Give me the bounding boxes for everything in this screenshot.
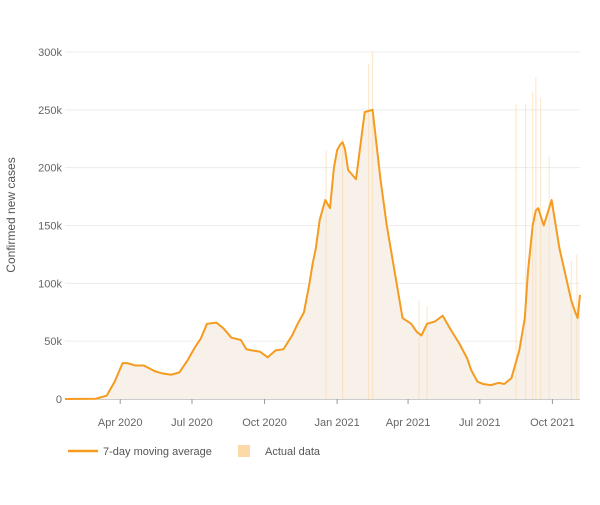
x-axis-ticks: Apr 2020 Jul 2020 Oct 2020 Jan 2021 Apr 2021… <box>98 399 575 429</box>
daily-cases-area <box>65 109 580 399</box>
actual-data-bars <box>325 52 578 400</box>
y-axis-ticks: 0 50k 100k 150k 200k 250k 300k <box>38 47 62 406</box>
actual-data-bar <box>426 306 428 399</box>
actual-data-bar <box>342 138 344 399</box>
x-tick-label: Oct 2021 <box>530 417 575 429</box>
y-tick-label: 200k <box>38 163 62 175</box>
area-fill-layer <box>65 109 580 399</box>
x-tick-label: Jul 2020 <box>171 417 213 429</box>
actual-data-bar <box>371 52 374 399</box>
moving-average-line-layer <box>64 108 581 400</box>
y-tick-label: 100k <box>38 278 62 290</box>
actual-data-bar <box>368 63 370 400</box>
x-tick-label: Oct 2020 <box>242 417 287 429</box>
actual-data-bar <box>576 254 578 399</box>
actual-data-bar <box>532 92 534 399</box>
x-tick-label: Apr 2020 <box>98 417 143 429</box>
y-tick-label: 0 <box>56 394 62 406</box>
actual-data-bar <box>539 98 542 400</box>
actual-data-bar <box>418 300 420 399</box>
x-tick-label: Jan 2021 <box>314 417 359 429</box>
actual-data-bar <box>515 104 517 400</box>
actual-data-bar <box>524 104 527 400</box>
legend-label-moving-average: 7-day moving average <box>103 446 212 458</box>
actual-data-bar <box>570 260 572 399</box>
x-tick-label: Jul 2021 <box>459 417 501 429</box>
legend: 7-day moving average Actual data <box>68 445 321 458</box>
y-tick-label: 250k <box>38 105 62 117</box>
actual-data-bar <box>325 150 327 399</box>
x-tick-label: Apr 2021 <box>386 417 431 429</box>
moving-average-line <box>64 108 581 400</box>
y-tick-label: 50k <box>44 336 62 348</box>
y-axis-label: Confirmed new cases <box>4 157 18 272</box>
y-tick-label: 300k <box>38 47 62 59</box>
actual-data-bar <box>548 156 550 399</box>
y-tick-label: 150k <box>38 221 62 233</box>
actual-data-bar <box>535 77 537 400</box>
legend-label-actual-data: Actual data <box>265 446 321 458</box>
legend-swatch-actual-data <box>238 445 250 457</box>
